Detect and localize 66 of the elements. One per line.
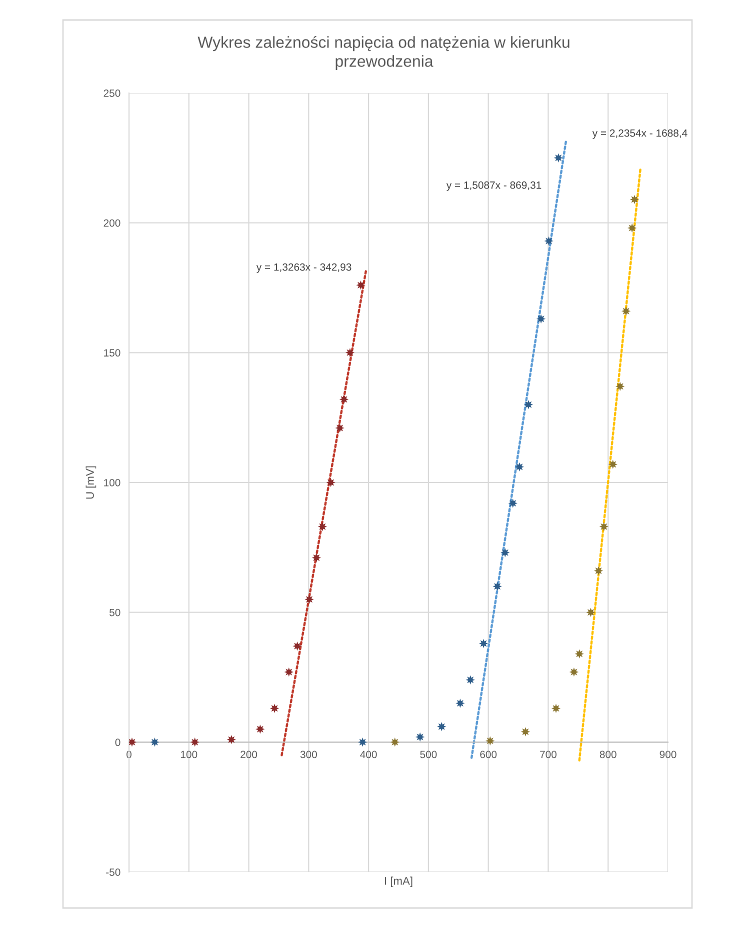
- point: [190, 738, 200, 747]
- point: [226, 734, 236, 744]
- x-tick-label: 100: [180, 750, 198, 758]
- x-tick-label: 800: [600, 750, 616, 758]
- point: [335, 423, 344, 433]
- point: [630, 194, 640, 204]
- point: [326, 478, 336, 488]
- point: [621, 306, 631, 316]
- point: [356, 280, 366, 290]
- point: [437, 722, 446, 732]
- y-tick-label: 250: [104, 90, 120, 97]
- y-axis-title: U [mV]: [86, 466, 96, 499]
- x-tick-label: 600: [480, 750, 497, 758]
- x-tick-label: 700: [540, 750, 557, 758]
- point: [544, 236, 554, 246]
- point: [586, 608, 596, 617]
- point: [554, 153, 564, 163]
- x-tick-label: 300: [300, 750, 317, 758]
- point: [599, 522, 609, 532]
- point: [270, 704, 280, 714]
- point: [520, 727, 530, 736]
- point: [508, 498, 518, 508]
- annotation: y = 1,5087x - 869,31: [446, 181, 542, 191]
- point: [318, 522, 328, 532]
- point: [514, 462, 524, 472]
- annotation: y = 2,2354x - 1688,4: [592, 129, 688, 139]
- point: [574, 649, 584, 658]
- chart-title: Wykres zależności napięcia od natężenia w kierunku przewodzenia: [198, 36, 570, 70]
- point: [608, 460, 618, 469]
- point: [312, 553, 322, 562]
- point: [524, 400, 534, 410]
- point: [456, 698, 465, 708]
- point: [500, 548, 510, 558]
- y-tick-label: -50: [106, 868, 120, 876]
- point: [569, 667, 579, 677]
- point: [551, 704, 561, 714]
- point: [615, 382, 625, 392]
- point: [492, 582, 502, 591]
- point: [150, 738, 160, 747]
- point: [129, 738, 137, 747]
- y-tick-label: 0: [115, 738, 120, 746]
- point: [390, 738, 400, 747]
- point: [478, 638, 488, 648]
- point: [358, 738, 368, 747]
- y-tick-label: 150: [104, 349, 120, 357]
- point: [627, 223, 637, 233]
- point: [594, 566, 604, 576]
- point: [486, 736, 495, 746]
- y-tick-label: 100: [104, 479, 120, 486]
- point: [466, 675, 475, 684]
- point: [256, 724, 265, 734]
- x-tick-label: 900: [660, 750, 676, 758]
- x-tick-label: 500: [420, 750, 437, 758]
- point: [536, 314, 546, 324]
- y-tick-label: 50: [110, 608, 120, 616]
- annotation: y = 1,3263x - 342,93: [256, 263, 352, 273]
- point: [339, 394, 349, 404]
- x-axis-title: I [mA]: [385, 876, 412, 888]
- point: [304, 594, 314, 604]
- point: [345, 348, 355, 358]
- point: [415, 732, 425, 742]
- x-tick-label: 200: [240, 750, 258, 758]
- x-tick-label: 400: [360, 750, 377, 758]
- y-tick-label: 200: [104, 219, 120, 227]
- point: [284, 667, 294, 677]
- point: [292, 641, 302, 651]
